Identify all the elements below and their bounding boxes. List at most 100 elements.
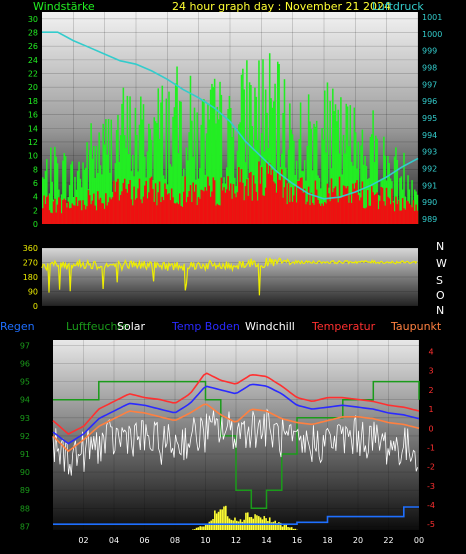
avg-bar — [185, 202, 188, 224]
gust-bar — [216, 106, 219, 224]
avg-bar — [84, 209, 87, 224]
gust-bar — [140, 96, 142, 224]
gust-bar — [71, 161, 74, 224]
gust-bar — [172, 116, 174, 224]
avg-bar — [388, 198, 390, 224]
gust-bar — [329, 101, 331, 224]
avg-bar — [348, 202, 350, 224]
gust-bar — [332, 88, 334, 224]
y-tick-direction: 0 — [33, 302, 38, 310]
avg-bar — [188, 191, 190, 224]
gust-bar — [255, 96, 258, 224]
avg-bar — [387, 196, 389, 224]
wind-direction-line — [41, 257, 418, 296]
gust-bar — [349, 105, 352, 224]
x-tick: 06 — [139, 536, 149, 545]
x-tick: 16 — [292, 536, 302, 545]
gust-bar — [361, 129, 364, 224]
avg-bar — [263, 195, 266, 224]
avg-bar — [321, 203, 323, 224]
avg-bar — [189, 185, 192, 224]
avg-bar — [166, 194, 169, 224]
avg-bar — [230, 183, 232, 224]
gust-bar — [146, 151, 149, 224]
gust-bar — [383, 136, 385, 224]
solar-bar — [283, 524, 286, 530]
avg-bar — [221, 190, 224, 224]
y-tick-wind: 30 — [28, 15, 38, 24]
solar-bar — [285, 524, 288, 530]
y-tick-wind: 10 — [28, 152, 38, 161]
avg-bar — [278, 179, 280, 224]
x-tick: 22 — [382, 229, 392, 230]
solar-bar — [217, 511, 220, 530]
x-tick: 22 — [383, 536, 393, 545]
gust-bar — [189, 75, 192, 224]
avg-bar — [184, 176, 186, 224]
solar-bar — [281, 526, 284, 530]
gust-bar — [44, 170, 47, 224]
avg-bar — [358, 200, 361, 224]
temperature-line — [52, 372, 420, 435]
avg-bar — [105, 193, 107, 224]
plot-background — [42, 248, 418, 306]
avg-bar — [290, 187, 292, 224]
avg-bar — [172, 197, 174, 224]
gust-bar — [142, 104, 145, 224]
gust-bar — [340, 97, 342, 224]
gust-bar — [180, 101, 182, 224]
avg-bar — [63, 198, 66, 224]
gust-bar — [228, 95, 231, 224]
avg-bar — [341, 197, 343, 224]
avg-bar — [236, 192, 239, 224]
pressure-line — [42, 31, 419, 200]
avg-bar — [71, 203, 74, 224]
avg-bar — [354, 182, 357, 224]
avg-bar — [332, 192, 334, 224]
avg-bar — [217, 204, 220, 224]
avg-bar — [345, 188, 348, 224]
avg-bar — [126, 192, 129, 224]
gust-bar — [232, 128, 235, 224]
solar-bar — [254, 514, 256, 530]
avg-bar — [330, 178, 333, 224]
avg-bar — [158, 181, 161, 224]
solar-bar — [267, 520, 269, 530]
x-tick: 10 — [194, 229, 204, 230]
legend-solar: Solar — [117, 320, 146, 333]
avg-bar — [334, 186, 337, 224]
avg-bar — [405, 200, 408, 224]
y-tick-humidity: 97 — [20, 341, 30, 350]
avg-bar — [152, 188, 154, 224]
avg-bar — [201, 190, 204, 224]
avg-bar — [350, 202, 353, 224]
avg-bar — [157, 192, 160, 224]
y-tick-wind: 4 — [33, 193, 38, 202]
avg-bar — [209, 196, 212, 224]
avg-bar — [121, 191, 123, 224]
avg-bar — [114, 191, 117, 224]
gust-bar — [205, 133, 208, 224]
avg-bar — [242, 182, 244, 224]
gust-bar — [42, 177, 44, 224]
gust-bar — [274, 83, 276, 225]
gust-bar — [289, 103, 291, 224]
y-tick-humidity: 92 — [20, 432, 30, 441]
avg-bar — [123, 178, 126, 224]
gust-bar — [309, 121, 311, 224]
avg-bar — [50, 212, 52, 224]
x-tick: 00 — [414, 536, 424, 545]
y-tick-wind: 26 — [28, 42, 38, 51]
x-tick: 18 — [319, 229, 329, 230]
avg-bar — [239, 182, 241, 224]
solar-bar — [278, 522, 280, 530]
gust-bar — [94, 177, 96, 224]
gust-bar — [161, 85, 164, 225]
y-tick-temperature: -5 — [427, 520, 435, 529]
gust-bar — [200, 124, 202, 224]
avg-bar — [144, 185, 146, 224]
avg-bar — [207, 176, 209, 224]
avg-bar — [203, 191, 205, 224]
avg-bar — [107, 202, 110, 224]
avg-bar — [170, 188, 173, 224]
